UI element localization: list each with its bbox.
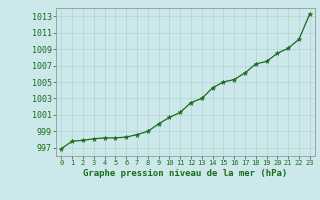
X-axis label: Graphe pression niveau de la mer (hPa): Graphe pression niveau de la mer (hPa) bbox=[84, 169, 288, 178]
